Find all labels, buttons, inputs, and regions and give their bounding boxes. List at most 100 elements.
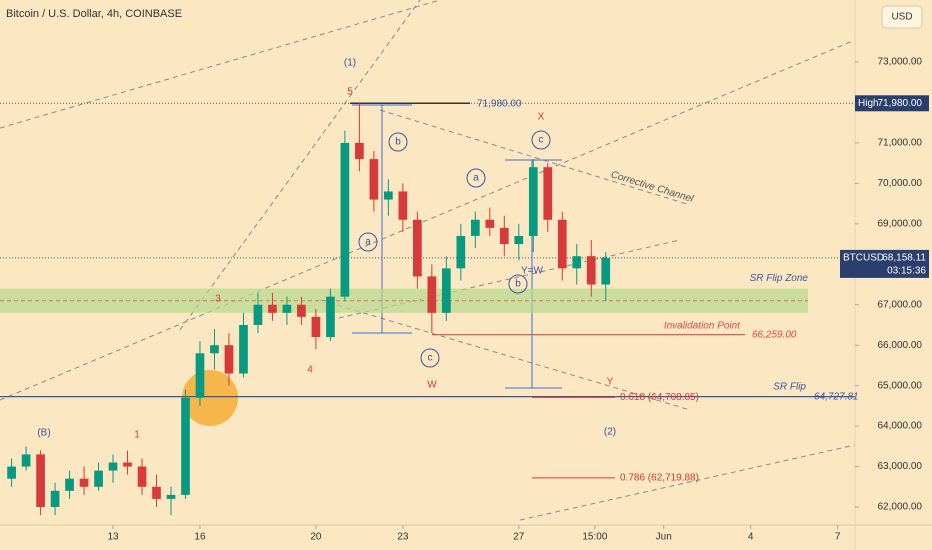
y-tick-label: 71,000.00 — [878, 138, 923, 149]
candle-body — [355, 142, 364, 160]
candle-body — [398, 191, 408, 220]
candle-body — [123, 462, 132, 467]
x-tick-label: 15:00 — [582, 532, 607, 543]
candle-body — [297, 304, 306, 317]
candle-body — [456, 235, 466, 269]
last-price-tag — [840, 249, 929, 278]
candle-body — [601, 257, 611, 285]
candle-body — [369, 159, 379, 200]
y-tick-label: 65,000.00 — [878, 380, 923, 391]
x-tick-label: 27 — [513, 532, 525, 543]
wave-label: W — [427, 380, 437, 391]
candle-body — [253, 304, 263, 325]
candle-body — [137, 466, 147, 487]
x-tick-label: 4 — [748, 532, 754, 543]
candle-body — [557, 219, 567, 269]
wave-label: Y=W — [521, 266, 544, 277]
trend-line — [0, 39, 856, 401]
wave-label: a — [365, 237, 371, 248]
x-tick-label: Jun — [656, 532, 672, 543]
level-value: 66,259.00 — [752, 329, 797, 340]
wave-label: c — [539, 135, 544, 146]
level-name: SR Flip — [773, 381, 806, 392]
wave-label: c — [428, 353, 433, 364]
candle-body — [268, 304, 277, 313]
chart-title: Bitcoin / U.S. Dollar, 4h, COINBASE — [6, 8, 182, 20]
level-value: 64,727.81 — [814, 391, 859, 402]
wave-label: 1 — [134, 430, 140, 441]
candle-body — [413, 219, 422, 277]
candle-body — [326, 296, 335, 338]
candle-body — [340, 142, 350, 297]
x-tick-label: 20 — [310, 532, 322, 543]
wave-label: b — [395, 137, 401, 148]
wave-circle — [508, 274, 528, 294]
y-tick-label: 64,000.00 — [878, 421, 923, 432]
wave-circle — [420, 348, 440, 368]
candle-body — [499, 227, 509, 245]
candle-body — [21, 454, 31, 467]
candle-body — [311, 316, 321, 338]
zone-label: SR Flip Zone — [750, 273, 809, 284]
wave-label: b — [515, 279, 521, 290]
wave-label: Y — [607, 377, 614, 388]
y-tick-label: 70,000.00 — [878, 178, 923, 189]
wave-circle — [466, 168, 486, 188]
wave-label: X — [538, 112, 545, 123]
trend-line — [329, 239, 681, 321]
candle-body — [50, 490, 60, 507]
x-tick-label: 7 — [835, 532, 841, 543]
candle-body — [485, 219, 495, 228]
y-tick-label: 73,000.00 — [878, 57, 923, 68]
high-tag-value: 71,980.00 — [878, 98, 923, 109]
candle-body — [65, 478, 74, 491]
candle-body — [239, 324, 248, 374]
trend-line — [0, 0, 441, 129]
wave-circle — [358, 232, 378, 252]
wave-label: a — [473, 173, 479, 184]
high-tag — [855, 95, 929, 112]
wave-label: (B) — [37, 428, 50, 439]
wave-label: 4 — [307, 365, 313, 376]
candle-body — [108, 462, 118, 471]
x-tick-label: 16 — [194, 532, 206, 543]
candle-body — [79, 478, 89, 487]
candle-body — [528, 167, 538, 236]
y-tick-label: 63,000.00 — [878, 461, 923, 472]
x-tick-label: 23 — [397, 532, 409, 543]
channel-line — [379, 109, 691, 206]
wave-label: (2) — [604, 427, 616, 438]
candle-body — [572, 256, 582, 269]
wave-label: 3 — [215, 294, 221, 305]
fib-label: 0.786 (62,719.88) — [620, 473, 699, 484]
candle-body — [470, 219, 480, 236]
y-tick-label: 62,000.00 — [878, 502, 923, 513]
candle-body — [282, 304, 292, 313]
countdown: 03:15:36 — [887, 266, 926, 277]
candle-body — [195, 353, 205, 398]
last-price-symbol: BTCUSD — [843, 253, 884, 264]
candle-body — [36, 454, 45, 507]
last-price-value: 68,158.11 — [882, 253, 926, 264]
candle-body — [181, 397, 190, 495]
currency-button[interactable] — [881, 5, 923, 29]
candle-body — [210, 345, 219, 354]
candle-body — [427, 276, 437, 313]
trend-line — [519, 444, 856, 521]
candle-body — [543, 167, 553, 220]
wave-circle — [388, 132, 408, 152]
wave-label: 71,980.00 — [477, 99, 522, 110]
fib-label: 0.618 (64,708.85) — [620, 392, 699, 403]
candle-body — [514, 235, 524, 245]
candle-body — [384, 191, 393, 200]
currency[interactable]: USD — [891, 12, 912, 23]
candle-body — [586, 256, 596, 285]
x-tick-label: 13 — [107, 532, 119, 543]
candle-body — [7, 466, 16, 479]
wave-circle — [531, 130, 551, 150]
level-name: Invalidation Point — [664, 320, 741, 331]
wave-label: 5 — [347, 87, 353, 98]
y-tick-label: 66,000.00 — [878, 340, 923, 351]
